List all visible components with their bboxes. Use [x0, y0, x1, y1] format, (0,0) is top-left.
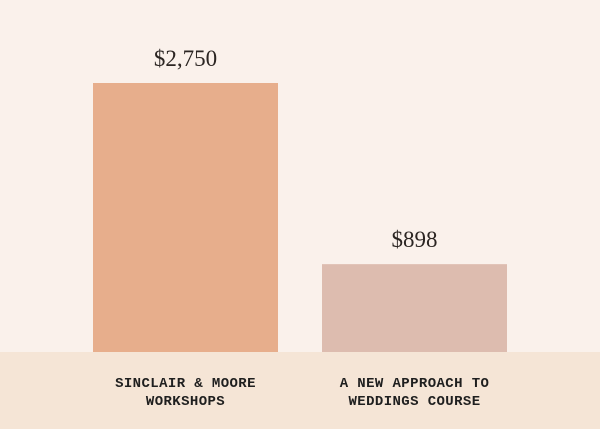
bars-group: [93, 83, 507, 352]
category-label-1-line-2: WORKSHOPS: [146, 394, 225, 410]
category-label-2-line-1: A NEW APPROACH TO: [340, 376, 490, 392]
value-label-1: $2,750: [154, 46, 217, 71]
bar-1: [93, 83, 278, 352]
category-label-1-line-1: SINCLAIR & MOORE: [115, 376, 256, 392]
category-label-2-line-2: WEDDINGS COURSE: [348, 394, 480, 410]
bar-2: [322, 264, 507, 352]
baseline-band: [0, 352, 600, 429]
value-label-2: $898: [392, 227, 438, 252]
labels-group: $2,750 SINCLAIR & MOORE WORKSHOPS $898 A NEW…: [115, 46, 489, 410]
